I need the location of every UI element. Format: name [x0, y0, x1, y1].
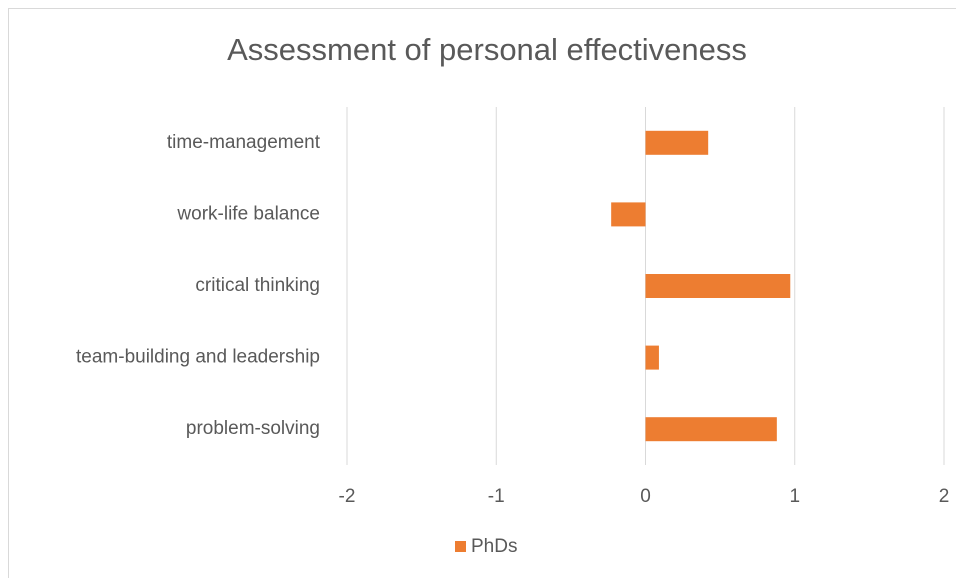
legend-swatch: [455, 541, 466, 552]
chart-title: Assessment of personal effectiveness: [227, 32, 747, 67]
y-tick-label: problem-solving: [186, 418, 320, 439]
bar: [645, 274, 791, 298]
bar: [645, 130, 709, 155]
chart-border: [8, 8, 956, 578]
x-tick-label: 1: [789, 486, 800, 507]
y-tick-label: work-life balance: [176, 203, 320, 224]
x-tick-label: -1: [488, 486, 505, 507]
x-tick-label: 2: [939, 486, 950, 507]
bar: [611, 202, 646, 227]
y-tick-label: team-building and leadership: [76, 347, 320, 368]
bar: [645, 417, 777, 442]
bar: [645, 345, 659, 370]
x-tick-label: -2: [339, 486, 356, 507]
legend-label: PhDs: [471, 536, 517, 557]
x-tick-label: 0: [640, 486, 651, 507]
y-tick-label: time-management: [167, 132, 321, 153]
y-tick-label: critical thinking: [195, 275, 320, 296]
